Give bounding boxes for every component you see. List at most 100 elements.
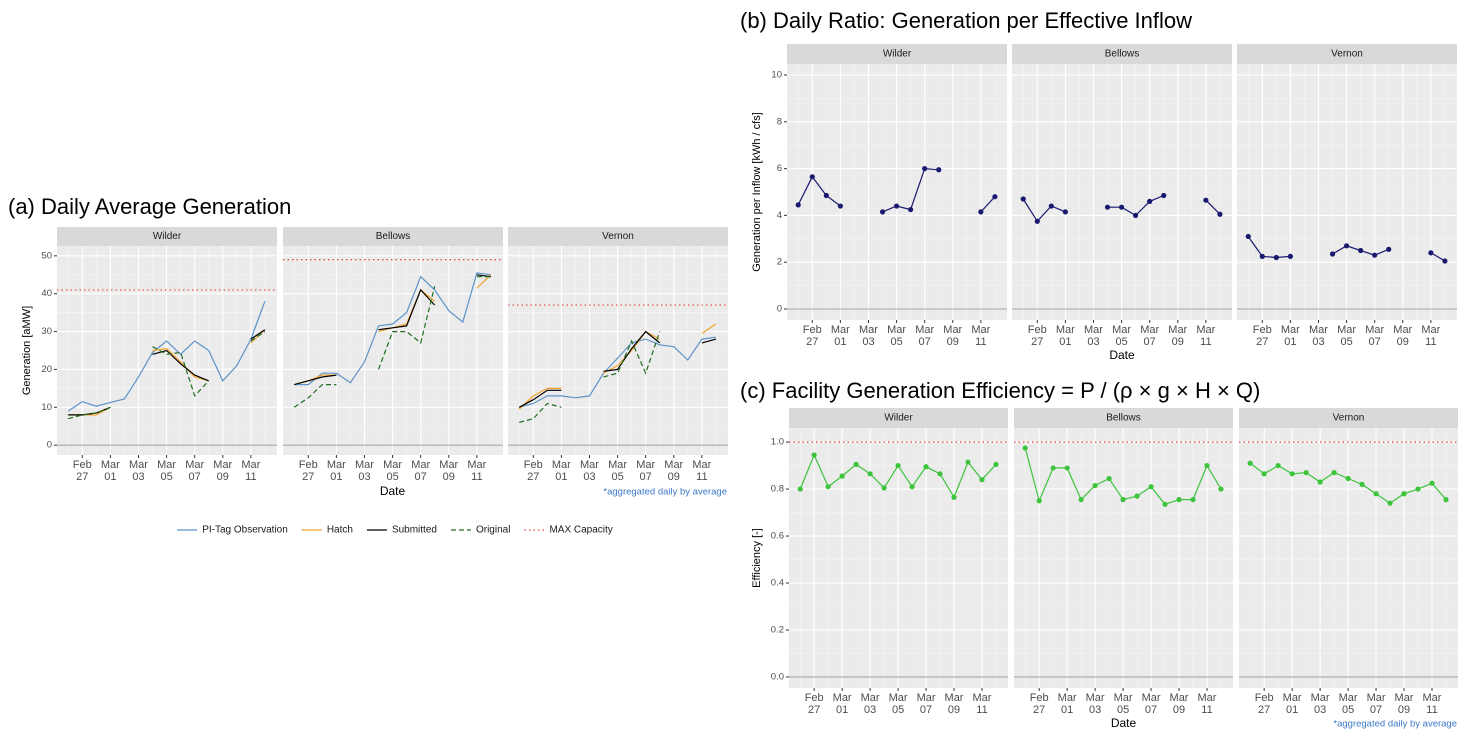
y-tick-label: 8	[777, 116, 782, 127]
point	[895, 462, 901, 469]
strip-label: Vernon	[1333, 413, 1365, 424]
x-tick-label: Mar 01	[1057, 692, 1077, 716]
strip	[789, 408, 1008, 428]
point	[1050, 465, 1056, 471]
point	[1287, 253, 1293, 259]
point	[1443, 497, 1449, 503]
point	[879, 209, 886, 215]
y-tick-label: 0.4	[771, 578, 784, 589]
y-tick-label: 10	[41, 402, 52, 413]
x-tick-label: Mar 11	[692, 459, 712, 483]
x-tick-label: Feb 27	[1252, 324, 1272, 348]
y-tick-label: 30	[41, 326, 52, 337]
annotation: *aggregated daily by average	[1333, 719, 1457, 730]
y-tick-label: 0	[777, 304, 782, 315]
point	[1275, 462, 1281, 469]
point	[1162, 501, 1168, 507]
point	[909, 484, 915, 490]
x-tick-label: Feb 27	[802, 324, 822, 348]
strip-label: Bellows	[1105, 49, 1139, 60]
x-tick-label: Mar 03	[1085, 692, 1105, 716]
point	[1358, 247, 1364, 254]
strip	[1237, 44, 1457, 64]
x-tick-label: Feb 27	[1254, 692, 1274, 716]
point	[1429, 480, 1435, 486]
point	[1273, 254, 1279, 261]
x-tick-label: Mar 11	[1422, 692, 1442, 716]
point	[823, 192, 829, 199]
point	[1120, 497, 1126, 503]
y-axis-label: Efficiency [-]	[751, 528, 763, 588]
chart-title: (a) Daily Average Generation	[8, 194, 291, 219]
x-tick-label: Mar 03	[1310, 692, 1330, 716]
point	[1062, 209, 1068, 215]
x-tick-label: Mar 09	[944, 692, 964, 716]
x-tick-label: Mar 03	[860, 692, 880, 716]
point	[1034, 218, 1040, 224]
chart-title: (b) Daily Ratio: Generation per Effectiv…	[740, 8, 1192, 33]
point	[1022, 445, 1028, 451]
x-tick-label: Mar 11	[1197, 692, 1217, 716]
x-tick-label: Mar 01	[551, 459, 571, 483]
y-tick-label: 6	[777, 163, 782, 174]
annotation: *aggregated daily by average	[603, 487, 727, 498]
x-tick-label: Mar 03	[128, 459, 148, 483]
x-tick-label: Mar 01	[1280, 324, 1300, 348]
point	[1148, 484, 1154, 490]
y-tick-label: 0.2	[771, 625, 784, 636]
x-tick-label: Mar 07	[411, 459, 431, 483]
point	[937, 471, 943, 477]
y-tick-label: 0.8	[771, 484, 784, 495]
point	[1161, 192, 1167, 199]
point	[1415, 486, 1421, 492]
x-tick-label: Mar 09	[213, 459, 233, 483]
strip	[283, 227, 503, 246]
legend-label: Hatch	[327, 525, 353, 536]
point	[1020, 196, 1026, 202]
point	[1078, 497, 1084, 503]
x-axis-label: Date	[1111, 716, 1137, 730]
point	[1247, 460, 1253, 466]
strip	[57, 227, 277, 246]
legend-label: MAX Capacity	[549, 525, 612, 536]
y-axis-label: Generation [aMW]	[21, 306, 33, 395]
x-tick-label: Mar 07	[916, 692, 936, 716]
series-line	[518, 323, 717, 410]
point	[797, 486, 803, 492]
point	[1317, 479, 1323, 485]
series-line	[519, 336, 716, 408]
point	[1190, 497, 1196, 503]
point	[1176, 497, 1182, 503]
x-tick-label: Mar 05	[1112, 324, 1132, 348]
point	[853, 461, 859, 468]
x-tick-label: Mar 11	[241, 459, 261, 483]
x-tick-label: Mar 11	[1196, 324, 1216, 348]
strip-label: Vernon	[602, 231, 634, 242]
legend-label: Submitted	[392, 525, 437, 536]
point	[1343, 243, 1350, 249]
x-tick-label: Mar 11	[971, 324, 991, 348]
y-tick-label: 2	[777, 257, 782, 268]
point	[1387, 500, 1393, 506]
y-tick-label: 4	[777, 210, 782, 221]
strip	[1012, 44, 1232, 64]
x-tick-label: Mar 01	[1055, 324, 1075, 348]
x-tick-label: Mar 01	[326, 459, 346, 483]
y-tick-label: 0.0	[771, 671, 784, 682]
x-tick-label: Feb 27	[1027, 324, 1047, 348]
x-tick-label: Mar 01	[100, 459, 120, 483]
point	[1218, 486, 1224, 492]
series-line	[67, 301, 266, 412]
y-tick-label: 20	[41, 364, 52, 375]
x-axis-label: Date	[380, 484, 406, 498]
point	[825, 484, 831, 490]
x-tick-label: Mar 07	[185, 459, 205, 483]
point	[809, 174, 815, 180]
point	[1118, 204, 1125, 210]
point	[1329, 251, 1336, 257]
x-tick-label: Mar 01	[1282, 692, 1302, 716]
x-tick-label: Mar 03	[858, 324, 878, 348]
point	[1203, 197, 1209, 203]
y-axis-label: Generation per Inflow [kWh / cfs]	[751, 112, 763, 272]
strip	[1014, 408, 1233, 428]
